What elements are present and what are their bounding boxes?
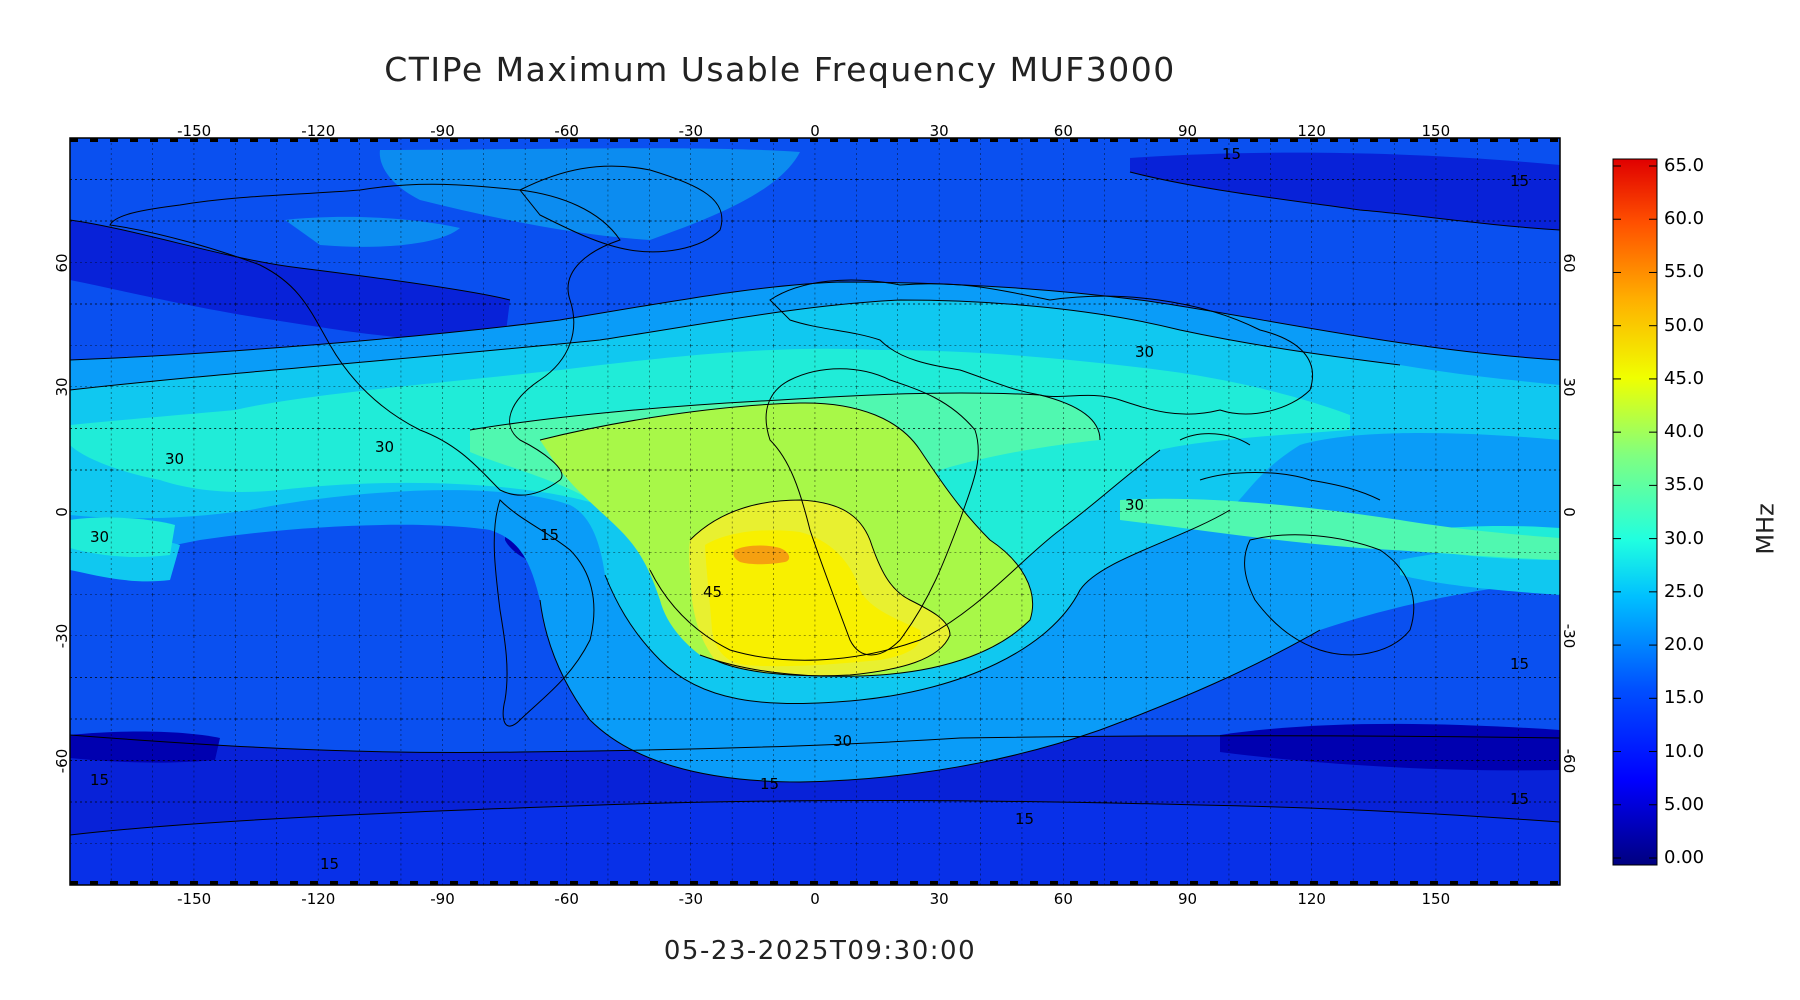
colorbar-tick-label: 20.0 [1664,634,1705,656]
contour-label: 15 [1510,655,1530,673]
colorbar-tick-label: 50.0 [1664,314,1705,336]
lon-tick-label: -30 [678,122,704,140]
contour-label: 30 [90,528,110,546]
contour-label: 15 [90,771,110,789]
contour-label: 15 [1510,172,1530,190]
frame-ticks [70,138,1560,885]
timestamp: 05-23-2025T09:30:00 [663,936,977,966]
colorbar-tick-label: 35.0 [1664,474,1705,496]
contour-label: 30 [1125,496,1145,514]
lon-tick-label: -90 [430,122,455,140]
colorbar-tick-label: 60.0 [1664,208,1705,230]
contour-label: 15 [1510,790,1530,808]
colorbar-tick-label: 25.0 [1664,580,1705,602]
lon-tick-label: 30 [929,122,949,140]
contour-label: 30 [833,732,853,750]
plot-title: CTIPe Maximum Usable Frequency MUF3000 [384,50,1176,89]
contour-label: 30 [165,450,185,468]
contour-label: 15 [1222,145,1242,163]
lon-tick-label: 90 [1177,890,1198,908]
lon-tick-label: -150 [177,122,212,140]
contour-label: 15 [1015,810,1035,828]
lon-tick-label: -30 [678,890,704,908]
graticule [70,138,1560,885]
colorbar-tick-label: 65.0 [1664,155,1705,176]
colorbar-tick-label: 55.0 [1664,261,1705,283]
lon-tick-label: -150 [177,890,212,908]
lon-tick-label: 120 [1297,122,1326,140]
lon-tick-label: 30 [929,890,949,908]
lon-tick-label: -60 [554,890,579,908]
contour-label: 30 [375,438,395,456]
colorbar-tick-label: 45.0 [1664,367,1705,389]
colorbar-tick-label: 5.00 [1664,793,1705,815]
lon-tick-label: 120 [1297,890,1326,908]
colorbar-tick-label: 15.0 [1664,687,1705,709]
lon-tick-label: 150 [1421,890,1451,908]
colorbar-tick-label: 30.0 [1664,527,1705,549]
colorbar [1612,158,1658,866]
colorbar-tick-label: 10.0 [1664,740,1705,762]
lon-tick-label: 0 [810,890,820,908]
contour-label: 15 [540,526,560,544]
lon-tick-label: -120 [301,890,336,908]
contour-label: 45 [703,583,723,601]
lon-tick-label: 0 [810,122,820,140]
lon-tick-label: -60 [554,122,579,140]
contour-label: 30 [1135,343,1155,361]
contour-label: 15 [760,775,780,793]
lon-tick-label: 150 [1421,122,1451,140]
contour-label: 15 [320,855,340,873]
lon-tick-label: -120 [301,122,336,140]
lon-tick-label: 90 [1177,122,1198,140]
lon-tick-label: 60 [1053,122,1073,140]
lon-tick-label: 60 [1053,890,1073,908]
colorbar-tick-label: 0.00 [1664,847,1705,868]
colorbar-tick-label: 40.0 [1664,421,1705,443]
lon-tick-label: -90 [430,890,455,908]
